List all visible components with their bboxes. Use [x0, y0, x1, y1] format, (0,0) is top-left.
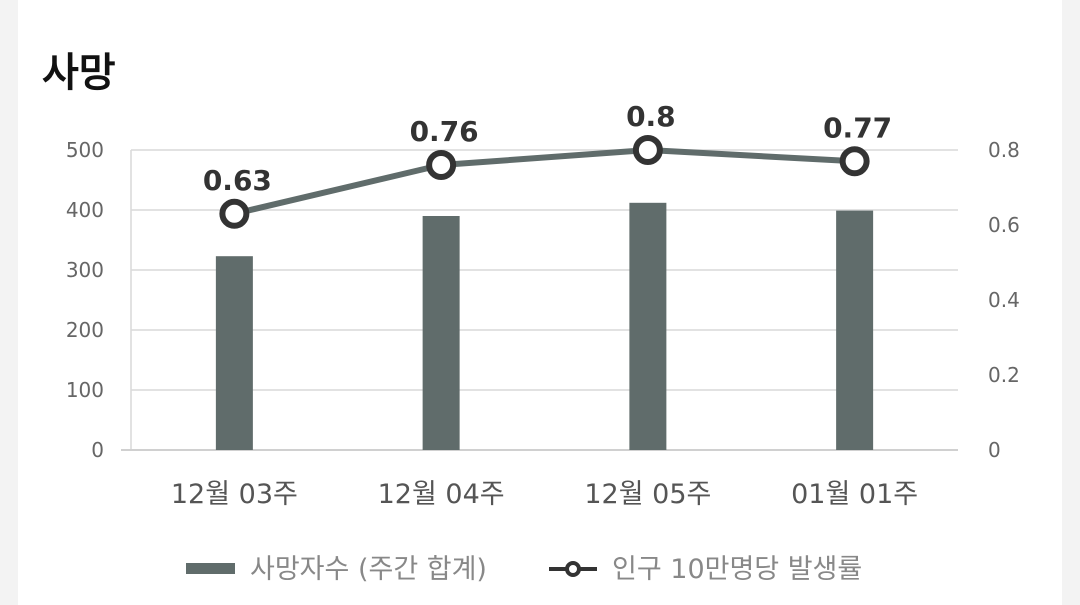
line-point	[426, 150, 457, 180]
y-right-tick-label: 0.8	[988, 138, 1020, 162]
y-right-tick-label: 0.2	[988, 363, 1020, 387]
bar	[215, 256, 253, 450]
legend-bar-swatch	[186, 563, 235, 574]
line-point	[632, 135, 663, 165]
y-left-tick-label: 200	[66, 318, 104, 342]
chart-card	[18, 0, 1062, 605]
line-point	[219, 198, 250, 229]
x-tick-label: 12월 04주	[378, 479, 505, 510]
data-label: 0.8	[626, 100, 676, 133]
data-label: 0.63	[203, 164, 272, 197]
y-right-tick-label: 0.4	[988, 288, 1020, 312]
bar	[422, 216, 460, 450]
data-label: 0.77	[823, 111, 892, 144]
series-line	[233, 147, 855, 217]
axes: 0 100 200 300 400 500 0 0.2 0.4 0.6 0.8 12월 03주 12월 …	[66, 138, 1020, 510]
y-left-tick-label: 0	[91, 438, 104, 462]
legend-bar-label: 사망자수 (주간 합계)	[250, 554, 487, 585]
y-right-tick-label: 0	[988, 438, 1001, 462]
line-series	[219, 135, 870, 229]
y-left-tick-label: 300	[66, 258, 104, 282]
line-point	[839, 146, 870, 177]
data-label: 0.76	[410, 115, 479, 148]
y-left-tick-label: 100	[66, 378, 104, 402]
bar-series	[215, 202, 874, 450]
data-labels: 0.63 0.76 0.8 0.77	[203, 100, 892, 197]
y-left-tick-label: 400	[66, 198, 104, 222]
bar	[629, 202, 667, 450]
legend: 사망자수 (주간 합계) 인구 10만명당 발생률	[186, 554, 862, 585]
x-tick-label: 01월 01주	[791, 479, 918, 510]
x-tick-label: 12월 05주	[584, 479, 711, 510]
chart-title: 사망	[42, 50, 116, 96]
y-right-tick-label: 0.6	[988, 213, 1020, 237]
legend-line-marker	[565, 561, 581, 577]
x-tick-label: 12월 03주	[171, 479, 298, 510]
y-left-tick-label: 500	[66, 138, 104, 162]
bar	[836, 210, 874, 450]
legend-line-label: 인구 10만명당 발생률	[612, 554, 862, 585]
